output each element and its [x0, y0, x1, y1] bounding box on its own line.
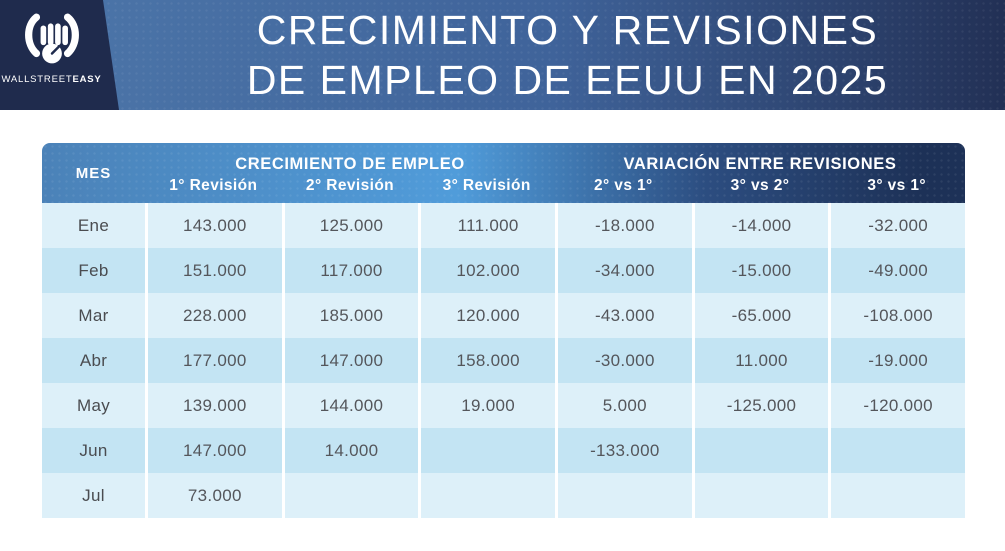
- cell-value: [281, 473, 419, 518]
- cell-value: 125.000: [281, 203, 419, 248]
- cell-value: -18.000: [555, 203, 692, 248]
- header-rev3: 3° Revisión: [442, 177, 531, 194]
- cell-value: 177.000: [145, 338, 282, 383]
- table-header: MES CRECIMIENTO DE EMPLEO VARIACIÓN ENTR…: [42, 143, 965, 203]
- header-3vs2: 3° vs 2°: [730, 177, 790, 194]
- cell-value: 117.000: [281, 248, 419, 293]
- cell-value: -14.000: [691, 203, 829, 248]
- logo-block: WALLSTREETEASY: [0, 0, 119, 110]
- cell-value: -19.000: [828, 338, 965, 383]
- table-row-feb: Feb 151.000 117.000 102.000 -34.000 -15.…: [42, 248, 965, 293]
- cell-value: 147.000: [281, 338, 419, 383]
- table-row-may: May 139.000 144.000 19.000 5.000 -125.00…: [42, 383, 965, 428]
- page-title-line1: CRECIMIENTO Y REVISIONES: [256, 6, 879, 53]
- header-rev1: 1° Revisión: [169, 177, 258, 194]
- cell-value: -125.000: [691, 383, 829, 428]
- header-2vs1: 2° vs 1°: [593, 177, 653, 194]
- cell-value: -34.000: [555, 248, 692, 293]
- cell-month: Feb: [42, 248, 145, 293]
- cell-value: 139.000: [145, 383, 282, 428]
- cell-month: Abr: [42, 338, 145, 383]
- cell-value: [555, 473, 692, 518]
- cell-value: 151.000: [145, 248, 282, 293]
- header-rev2: 2° Revisión: [305, 177, 395, 194]
- cell-value: -65.000: [691, 293, 829, 338]
- cell-month: Jul: [42, 473, 145, 518]
- employment-table: MES CRECIMIENTO DE EMPLEO VARIACIÓN ENTR…: [42, 143, 965, 518]
- cell-value: 147.000: [145, 428, 282, 473]
- cell-value: -108.000: [828, 293, 965, 338]
- cell-month: Jun: [42, 428, 145, 473]
- header-group-crecimiento: CRECIMIENTO DE EMPLEO: [235, 155, 465, 173]
- logo-wordmark-regular: WALLSTREET: [1, 74, 73, 85]
- cell-value: 185.000: [281, 293, 419, 338]
- cell-value: 144.000: [281, 383, 419, 428]
- cell-month: May: [42, 383, 145, 428]
- cell-value: [828, 428, 965, 473]
- cell-value: -43.000: [555, 293, 692, 338]
- cell-value: 158.000: [418, 338, 555, 383]
- cell-value: 73.000: [145, 473, 282, 518]
- cell-value: [418, 473, 555, 518]
- table-row-ene: Ene 143.000 125.000 111.000 -18.000 -14.…: [42, 203, 965, 248]
- bull-fist-icon: [24, 13, 79, 64]
- page-title-line2: DE EMPLEO DE EEUU EN 2025: [246, 57, 889, 103]
- cell-value: -30.000: [555, 338, 692, 383]
- cell-value: -49.000: [828, 248, 965, 293]
- cell-value: 14.000: [281, 428, 419, 473]
- wallstreeteasy-logo: WALLSTREETEASY: [0, 0, 103, 85]
- logo-wordmark-bold: EASY: [72, 74, 102, 85]
- table-row-abr: Abr 177.000 147.000 158.000 -30.000 11.0…: [42, 338, 965, 383]
- cell-value: 143.000: [145, 203, 282, 248]
- cell-value: [828, 473, 965, 518]
- header-banner: WALLSTREETEASY CRECIMIENTO Y REVISIONES …: [0, 0, 1005, 110]
- table-row-mar: Mar 228.000 185.000 120.000 -43.000 -65.…: [42, 293, 965, 338]
- header-mes: MES: [75, 164, 112, 182]
- cell-value: [691, 473, 829, 518]
- cell-month: Mar: [42, 293, 145, 338]
- page-title: CRECIMIENTO Y REVISIONES DE EMPLEO DE EE…: [130, 0, 1005, 110]
- logo-wordmark: WALLSTREETEASY: [1, 74, 101, 85]
- header-group-variacion: VARIACIÓN ENTRE REVISIONES: [623, 155, 897, 173]
- cell-value: 228.000: [145, 293, 282, 338]
- header-3vs1: 3° vs 1°: [867, 177, 927, 194]
- table-row-jun: Jun 147.000 14.000 -133.000: [42, 428, 965, 473]
- cell-value: -15.000: [691, 248, 829, 293]
- cell-value: -133.000: [555, 428, 692, 473]
- cell-value: -120.000: [828, 383, 965, 428]
- table-row-jul: Jul 73.000: [42, 473, 965, 518]
- cell-value: 111.000: [418, 203, 555, 248]
- cell-value: 11.000: [691, 338, 829, 383]
- cell-value: 120.000: [418, 293, 555, 338]
- cell-value: -32.000: [828, 203, 965, 248]
- cell-value: [691, 428, 829, 473]
- cell-value: [418, 428, 555, 473]
- cell-value: 102.000: [418, 248, 555, 293]
- cell-value: 5.000: [555, 383, 692, 428]
- cell-month: Ene: [42, 203, 145, 248]
- cell-value: 19.000: [418, 383, 555, 428]
